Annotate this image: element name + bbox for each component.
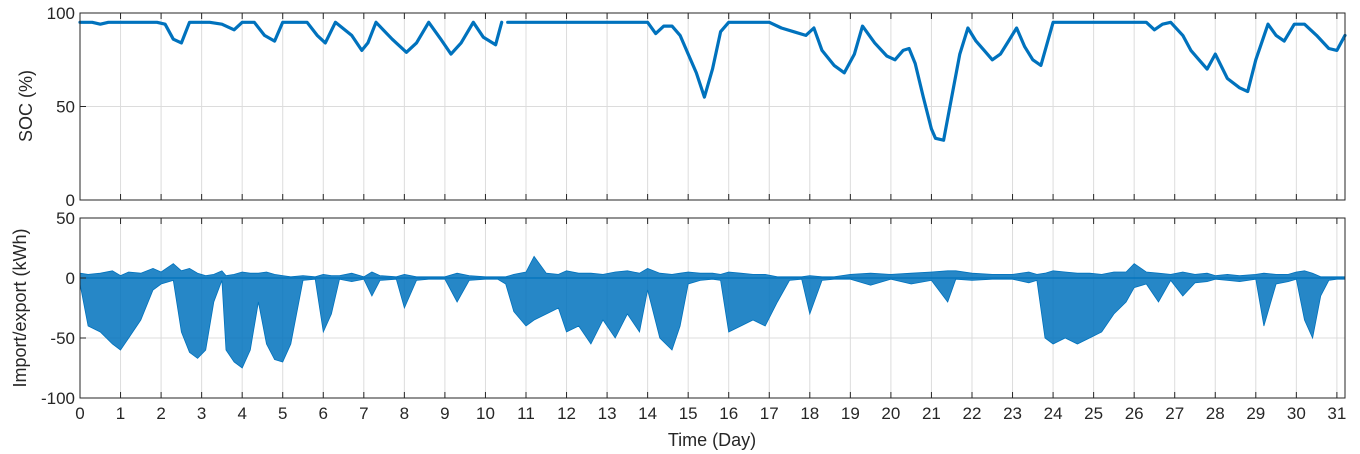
x-tick-label: 14: [638, 404, 657, 423]
x-tick-label: 3: [197, 404, 206, 423]
x-tick-label: 24: [1044, 404, 1063, 423]
x-tick-label: 22: [963, 404, 982, 423]
x-tick-label: 11: [517, 404, 535, 423]
soc-y-axis-label: SOC (%): [16, 70, 36, 142]
import-export-axes-frame: [79, 217, 1346, 399]
import-export-panel: 0 1 2 3 4 5 6 7 8 9 10 11 12 13 14 15 16 17 18 19 20 21 22 23 24…: [10, 209, 1346, 450]
x-tick-label: 30: [1287, 404, 1306, 423]
soc-y-tick-label: 50: [56, 98, 75, 117]
x-tick-label: 21: [922, 404, 941, 423]
x-tick-label: 2: [156, 404, 165, 423]
soc-panel: 0 50 100 SOC (%): [16, 4, 1347, 210]
x-tick-label: 16: [719, 404, 738, 423]
import-export-y-tick-label: -100: [41, 389, 75, 408]
import-export-y-tick-label: -50: [50, 329, 75, 348]
x-tick-label: 15: [679, 404, 698, 423]
soc-line-segment-2: [506, 20, 1347, 142]
x-tick-label: 31: [1327, 404, 1346, 423]
import-export-ticks: 0 1 2 3 4 5 6 7 8 9 10 11 12 13 14 15 16 17 18 19 20 21 22 23 24…: [41, 209, 1346, 423]
x-tick-label: 25: [1084, 404, 1103, 423]
x-tick-label: 5: [278, 404, 287, 423]
x-tick-label: 6: [319, 404, 328, 423]
soc-line-segment-1: [78, 20, 504, 56]
x-tick-label: 9: [440, 404, 449, 423]
x-tick-label: 18: [800, 404, 819, 423]
x-tick-label: 20: [881, 404, 900, 423]
x-tick-label: 4: [237, 404, 246, 423]
x-tick-label: 12: [557, 404, 576, 423]
soc-series: [78, 20, 1347, 142]
import-export-y-axis-label: Import/export (kWh): [10, 228, 30, 387]
x-tick-label: 1: [116, 404, 125, 423]
x-tick-label: 0: [75, 404, 84, 423]
x-tick-label: 23: [1003, 404, 1022, 423]
soc-ticks: 0 50 100: [47, 4, 1338, 210]
x-tick-label: 29: [1246, 404, 1265, 423]
x-tick-label: 26: [1125, 404, 1144, 423]
soc-y-tick-label: 0: [66, 191, 75, 210]
x-tick-label: 13: [598, 404, 617, 423]
import-export-y-tick-label: 50: [56, 209, 75, 228]
x-tick-label: 8: [400, 404, 409, 423]
x-tick-label: 10: [476, 404, 495, 423]
import-export-y-tick-label: 0: [66, 269, 75, 288]
x-tick-label: 19: [841, 404, 860, 423]
time-x-axis-label: Time (Day): [668, 430, 756, 450]
x-tick-label: 28: [1206, 404, 1225, 423]
x-tick-label: 27: [1165, 404, 1184, 423]
x-tick-label: 17: [760, 404, 779, 423]
soc-y-tick-label: 100: [47, 4, 75, 23]
x-tick-label: 7: [359, 404, 368, 423]
